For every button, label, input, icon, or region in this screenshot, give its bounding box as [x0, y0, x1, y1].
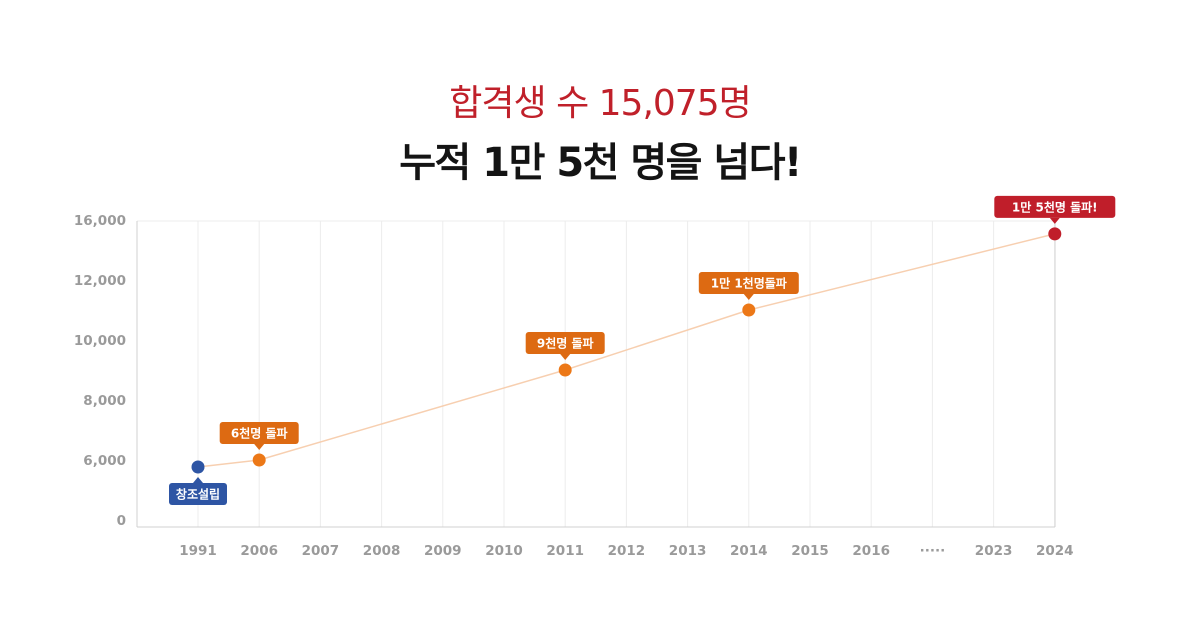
callout-label: 창조설립 — [176, 487, 220, 502]
x-tick-label: ····· — [920, 543, 946, 559]
callout-pointer — [254, 444, 265, 450]
data-point — [742, 303, 756, 317]
callout: 6천명 돌파 — [219, 422, 299, 450]
data-point — [252, 453, 266, 467]
callout-layer: 창조설립 6천명 돌파 9천명 돌파 1만 1천명돌파 1만 5천명 돌파! — [169, 195, 1116, 505]
x-tick-label: 2007 — [302, 543, 340, 559]
x-tick-label: 2008 — [363, 543, 401, 559]
axis-layer: 0 6,000 8,000 10,000 12,000 16,000 1991 2006 200… — [74, 213, 1074, 559]
callout-box — [994, 195, 1116, 218]
x-tick-label: 2006 — [240, 543, 278, 559]
x-tick-label: 1991 — [179, 543, 217, 559]
y-tick-label: 12,000 — [74, 273, 126, 289]
data-point-layer — [191, 227, 1062, 474]
callout-box — [525, 332, 605, 354]
callout-pointer — [1049, 217, 1060, 224]
callout-box — [698, 272, 799, 294]
data-point — [1048, 227, 1062, 241]
callout-label: 9천명 돌파 — [537, 336, 594, 351]
callout-box — [169, 483, 227, 505]
data-point — [558, 363, 572, 377]
x-tick-label: 2014 — [730, 543, 768, 559]
x-tick-label: 2011 — [546, 543, 584, 559]
x-tick-label: 2015 — [791, 543, 829, 559]
callout: 창조설립 — [169, 477, 227, 505]
data-point — [191, 460, 205, 474]
y-tick-label: 16,000 — [74, 213, 126, 229]
callout-pointer — [743, 294, 754, 300]
y-tick-label: 10,000 — [74, 333, 126, 349]
y-tick-label: 0 — [117, 513, 126, 529]
callout-label: 1만 5천명 돌파! — [1012, 199, 1098, 214]
x-tick-label: 2024 — [1036, 543, 1074, 559]
callout-pointer — [560, 354, 571, 360]
callout-label: 1만 1천명돌파 — [711, 276, 787, 291]
x-tick-label: 2012 — [608, 543, 646, 559]
chart-subtitle: 합격생 수 15,075명 — [449, 83, 751, 124]
x-tick-label: 2009 — [424, 543, 462, 559]
callout-box — [219, 422, 299, 444]
callout: 1만 5천명 돌파! — [994, 195, 1116, 224]
callout: 1만 1천명돌파 — [698, 272, 799, 300]
callout-label: 6천명 돌파 — [231, 426, 288, 441]
y-tick-label: 6,000 — [83, 453, 126, 469]
x-tick-label: 2010 — [485, 543, 523, 559]
y-tick-label: 8,000 — [83, 393, 126, 409]
x-tick-label: 2023 — [975, 543, 1013, 559]
chart-title: 누적 1만 5천 명을 넘다! — [399, 140, 802, 186]
callout: 9천명 돌파 — [525, 332, 605, 360]
callout-pointer — [193, 477, 203, 483]
grid-layer — [137, 220, 1056, 527]
x-tick-label: 2016 — [852, 543, 890, 559]
x-tick-label: 2013 — [669, 543, 707, 559]
